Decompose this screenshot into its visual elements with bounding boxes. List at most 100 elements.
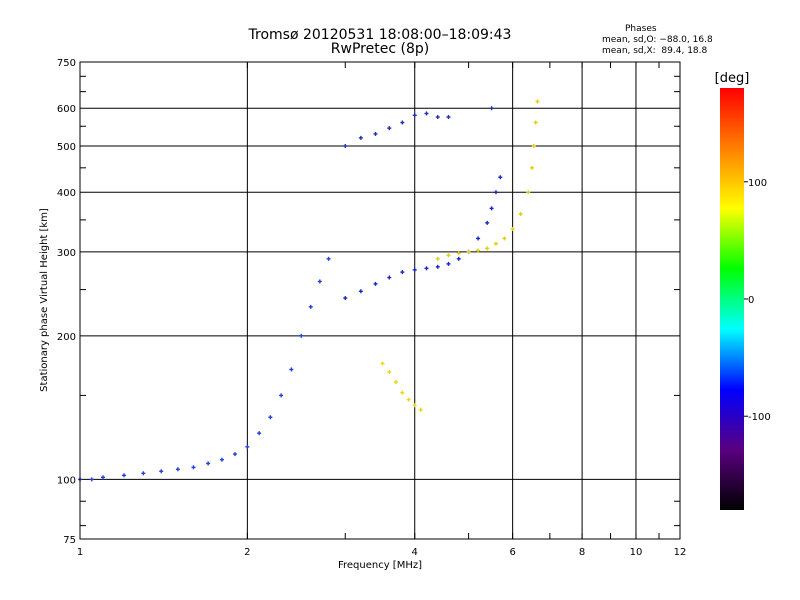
data-point [493, 241, 498, 246]
data-point [446, 115, 451, 120]
data-point [175, 467, 180, 472]
grid-lines [80, 62, 680, 539]
data-point [435, 264, 440, 269]
data-point [446, 261, 451, 266]
data-point [489, 106, 494, 111]
data-point [219, 457, 224, 462]
data-point [141, 471, 146, 476]
data-point [317, 279, 322, 284]
data-point [493, 190, 498, 195]
y-axis-label: Stationary phase Virtual Height [km] [39, 208, 50, 392]
y-axis-ticks: 75 100 200 300 400 500 600 750 [57, 58, 680, 546]
data-point [485, 246, 490, 251]
colorbar-tick-label: 0 [748, 295, 754, 306]
data-point [393, 380, 398, 385]
phase-stats-header: Phases [625, 24, 657, 34]
data-point [476, 236, 481, 241]
data-point [456, 251, 461, 256]
data-points [78, 99, 540, 482]
data-point [400, 120, 405, 125]
data-point [245, 444, 250, 449]
x-tick-label: 4 [412, 547, 418, 558]
data-point [502, 236, 507, 241]
data-point [89, 477, 94, 482]
x-tick-label: 1 [77, 547, 83, 558]
data-point [308, 304, 313, 309]
data-point [531, 143, 536, 148]
plot-frame [79, 61, 681, 540]
data-point [257, 431, 262, 436]
data-point [529, 165, 534, 170]
data-point [343, 143, 348, 148]
data-point [358, 289, 363, 294]
y-tick-label: 75 [63, 535, 76, 546]
data-point [343, 296, 348, 301]
data-point [435, 256, 440, 261]
colorbar-label: [deg] [715, 71, 750, 86]
x-tick-label: 12 [674, 547, 687, 558]
x-tick-label: 10 [630, 547, 643, 558]
data-point [101, 475, 106, 480]
data-point [446, 253, 451, 258]
data-point [476, 248, 481, 253]
data-point [498, 175, 503, 180]
data-point [424, 111, 429, 116]
data-point [387, 126, 392, 131]
data-point [533, 120, 538, 125]
y-tick-label: 500 [57, 142, 76, 153]
y-tick-label: 200 [57, 332, 76, 343]
colorbar-ticks: 100 0 -100 [744, 178, 771, 423]
data-point [406, 397, 411, 402]
data-point [526, 190, 531, 195]
data-point [326, 256, 331, 261]
x-axis-ticks: 1 2 4 6 8 10 12 [77, 62, 687, 558]
data-point [412, 403, 417, 408]
data-point [412, 267, 417, 272]
y-tick-label: 300 [57, 248, 76, 259]
data-point [380, 361, 385, 366]
data-point [206, 461, 211, 466]
colorbar [720, 88, 744, 510]
data-point [358, 135, 363, 140]
data-point [232, 452, 237, 457]
data-point [268, 415, 273, 420]
data-point [373, 131, 378, 136]
data-point [412, 113, 417, 118]
data-point [191, 465, 196, 470]
chart-title: Tromsø 20120531 18:08:00–18:09:43 [248, 27, 512, 43]
data-point [387, 369, 392, 374]
phase-stats-x: mean, sd,X: 89.4, 18.8 [602, 46, 708, 56]
data-point [418, 407, 423, 412]
data-point [518, 212, 523, 217]
y-tick-label: 750 [57, 58, 76, 69]
data-point [122, 473, 127, 478]
data-point [489, 206, 494, 211]
data-point [387, 275, 392, 280]
chart-subtitle: RwPretec (8p) [330, 41, 430, 57]
data-point [485, 220, 490, 225]
data-point [159, 469, 164, 474]
data-point [400, 270, 405, 275]
x-tick-label: 6 [509, 547, 515, 558]
phase-stats-o: mean, sd,O: −88.0, 16.8 [602, 35, 713, 45]
colorbar-tick-label: -100 [748, 412, 771, 423]
data-point [373, 281, 378, 286]
x-tick-label: 2 [244, 547, 250, 558]
x-tick-label: 8 [579, 547, 585, 558]
y-tick-label: 100 [57, 475, 76, 486]
data-point [289, 367, 294, 372]
x-axis-label: Frequency [MHz] [338, 560, 422, 571]
colorbar-tick-label: 100 [748, 178, 767, 189]
data-point [435, 115, 440, 120]
data-point [456, 256, 461, 261]
data-point [510, 226, 515, 231]
y-tick-label: 600 [57, 104, 76, 115]
y-tick-label: 400 [57, 188, 76, 199]
data-point [535, 99, 540, 104]
data-point [299, 333, 304, 338]
data-point [279, 393, 284, 398]
data-point [400, 390, 405, 395]
data-point [466, 249, 471, 254]
data-point [424, 266, 429, 271]
